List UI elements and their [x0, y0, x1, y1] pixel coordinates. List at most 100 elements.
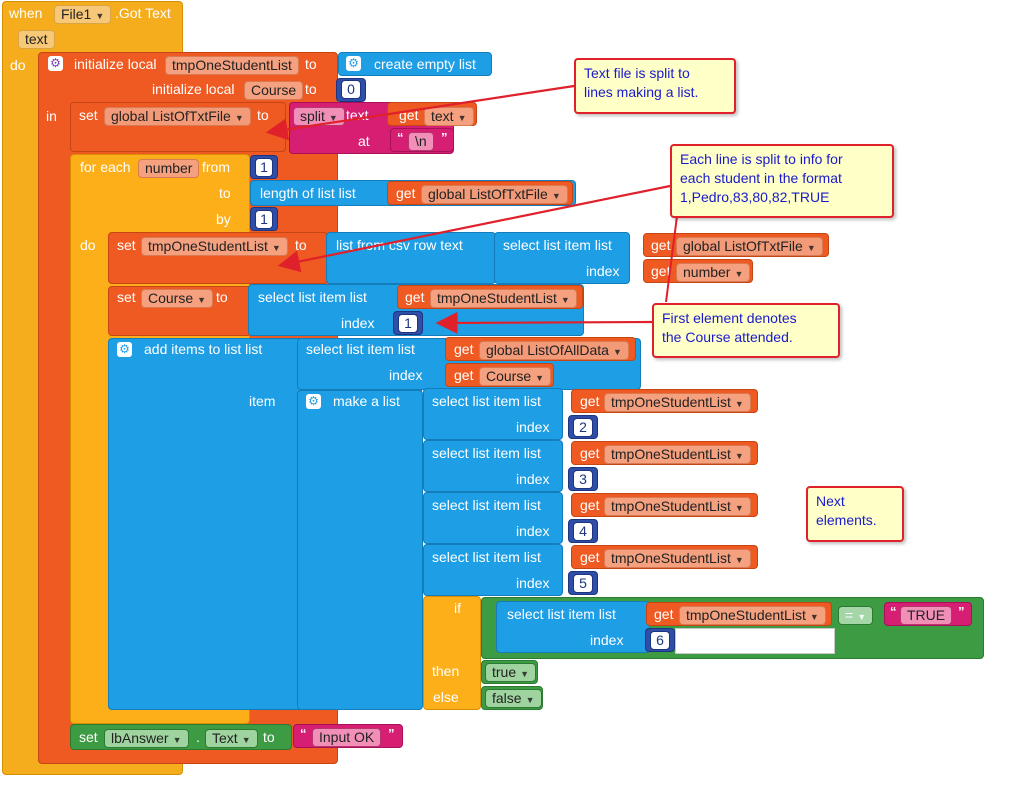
local-var-course[interactable]: Course [244, 81, 304, 100]
chevron-down-icon: ▼ [734, 555, 744, 565]
chevron-down-icon: ▼ [95, 11, 105, 21]
false-dropdown[interactable]: false ▼ [485, 689, 542, 708]
split-text-label: text [346, 107, 369, 123]
equals-op: = [845, 607, 854, 623]
split-label: split [300, 108, 325, 124]
compare-empty-slot [675, 628, 835, 654]
true-string-value[interactable]: TRUE [900, 606, 953, 625]
input-ok-string[interactable]: Input OK [312, 728, 382, 747]
split-dropdown[interactable]: split ▼ [293, 107, 345, 126]
to-label-6: to [263, 729, 275, 745]
if-select-block[interactable] [496, 601, 650, 653]
number-0[interactable]: 0 [341, 80, 361, 99]
tmp-row-name-2: tmpOneStudentList [611, 446, 731, 462]
then-label: then [432, 663, 460, 679]
if-label: if [454, 600, 461, 616]
get-var-text[interactable]: text ▼ [424, 107, 474, 126]
select-list-item-label-3: select list item list [306, 341, 415, 357]
course-var-dropdown[interactable]: Course ▼ [141, 289, 214, 308]
true-value: true [492, 664, 517, 680]
true-dropdown[interactable]: true ▼ [485, 663, 537, 682]
callout-2-line-3: 1,Pedro,83,80,82,TRUE [680, 189, 830, 205]
callout-2-line-1: Each line is split to info for [680, 151, 843, 167]
answer-component-dropdown[interactable]: lbAnswer ▼ [104, 729, 189, 748]
local-var-tmp[interactable]: tmpOneStudentList [165, 56, 299, 75]
all-data-dropdown[interactable]: global ListOfAllData ▼ [479, 341, 629, 360]
global-list-dropdown-2[interactable]: global ListOfTxtFile ▼ [676, 237, 823, 256]
set-label: set [79, 107, 98, 123]
to-label-4: to [295, 237, 307, 253]
number-var-dropdown[interactable]: number ▼ [676, 263, 751, 282]
chevron-down-icon: ▼ [612, 347, 622, 357]
index-value-1[interactable]: 1 [398, 314, 418, 333]
get-row-label-4: get [580, 549, 600, 565]
global-var-dropdown[interactable]: global ListOfTxtFile ▼ [104, 107, 251, 126]
select-row-block-2[interactable] [423, 440, 563, 492]
gear-icon[interactable]: ⚙ [117, 342, 132, 357]
chevron-down-icon: ▼ [734, 451, 744, 461]
if-index-label: index [590, 632, 624, 648]
param-text[interactable]: text [18, 30, 55, 49]
get-label: get [399, 107, 419, 123]
tmp-var-name: tmpOneStudentList [148, 238, 268, 254]
tmp-list-dropdown[interactable]: tmpOneStudentList ▼ [430, 289, 577, 308]
newline-string[interactable]: \n [408, 132, 434, 151]
select-row-block-3[interactable] [423, 492, 563, 544]
chevron-down-icon: ▼ [560, 295, 570, 305]
index-row-value-1[interactable]: 2 [573, 418, 593, 437]
index-row-value-2[interactable]: 3 [573, 470, 593, 489]
chevron-down-icon: ▼ [520, 669, 530, 679]
by-value[interactable]: 1 [255, 210, 273, 229]
all-data-name: global ListOfAllData [486, 342, 609, 358]
callout-1-line-2: lines making a list. [584, 84, 699, 100]
tmp-row-dropdown-1[interactable]: tmpOneStudentList ▼ [604, 393, 751, 412]
create-empty-list-block[interactable] [338, 52, 492, 76]
if-index-value[interactable]: 6 [650, 631, 670, 650]
equals-dropdown[interactable]: = ▼ [838, 606, 874, 625]
select-row-label-1: select list item list [432, 393, 541, 409]
length-of-list-label: length of list list [260, 185, 356, 201]
get-label-5: get [405, 289, 425, 305]
if-then-else-block[interactable] [423, 596, 481, 710]
tmp-var-dropdown[interactable]: tmpOneStudentList ▼ [141, 237, 288, 256]
gear-icon[interactable]: ⚙ [346, 56, 361, 71]
course-get-name: Course [486, 368, 532, 384]
create-empty-list-label: create empty list [374, 56, 476, 72]
select-list-item-label: select list item list [503, 237, 612, 253]
global-list-dropdown[interactable]: global ListOfTxtFile ▼ [421, 185, 568, 204]
callout-4-line-2: elements. [816, 512, 877, 528]
gear-icon[interactable]: ⚙ [48, 56, 63, 71]
component-dropdown[interactable]: File1 ▼ [54, 5, 112, 24]
chevron-down-icon: ▼ [857, 612, 867, 622]
index-row-value-4[interactable]: 5 [573, 574, 593, 593]
index-row-label-4: index [516, 575, 550, 591]
answer-prop-dropdown[interactable]: Text ▼ [205, 729, 258, 748]
select-row-block-1[interactable] [423, 388, 563, 440]
dot-label: . [196, 729, 200, 745]
chevron-down-icon: ▼ [734, 503, 744, 513]
chevron-down-icon: ▼ [234, 113, 244, 123]
tmp-row-dropdown-3[interactable]: tmpOneStudentList ▼ [604, 497, 751, 516]
select-row-label-2: select list item list [432, 445, 541, 461]
chevron-down-icon: ▼ [806, 243, 816, 253]
if-var-dropdown[interactable]: tmpOneStudentList ▼ [679, 606, 826, 625]
tmp-row-name-1: tmpOneStudentList [611, 394, 731, 410]
tmp-row-dropdown-4[interactable]: tmpOneStudentList ▼ [604, 549, 751, 568]
callout-2-line-2: each student in the format [680, 170, 842, 186]
course-get-dropdown[interactable]: Course ▼ [479, 367, 552, 386]
loop-var-number[interactable]: number [138, 159, 200, 178]
callout-3-line-1: First element denotes [662, 310, 797, 326]
chevron-down-icon: ▼ [551, 191, 561, 201]
select-row-block-4[interactable] [423, 544, 563, 596]
set-label-2: set [117, 237, 136, 253]
from-value[interactable]: 1 [255, 158, 273, 177]
tmp-row-dropdown-2[interactable]: tmpOneStudentList ▼ [604, 445, 751, 464]
for-each-label: for each [80, 159, 131, 175]
quote-open-icon-3: “ [300, 726, 307, 741]
gear-icon[interactable]: ⚙ [306, 394, 321, 409]
chevron-down-icon: ▼ [535, 373, 545, 383]
index-row-value-3[interactable]: 4 [573, 522, 593, 541]
quote-close-icon-2: ” [958, 604, 965, 619]
make-a-list-block[interactable] [297, 390, 423, 710]
to-label: to [305, 56, 317, 72]
